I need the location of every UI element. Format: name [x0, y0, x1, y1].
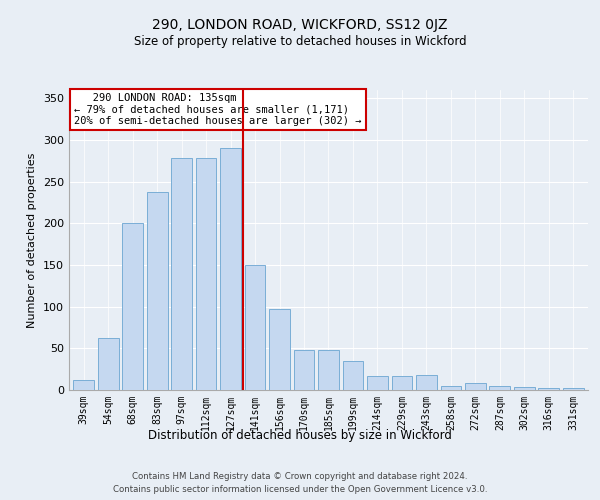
Bar: [73, 380, 94, 390]
Bar: [514, 386, 535, 390]
Bar: [392, 376, 412, 390]
Bar: [269, 309, 290, 390]
Bar: [490, 386, 510, 390]
Text: 290 LONDON ROAD: 135sqm
← 79% of detached houses are smaller (1,171)
20% of semi: 290 LONDON ROAD: 135sqm ← 79% of detache…: [74, 93, 362, 126]
Text: Contains HM Land Registry data © Crown copyright and database right 2024.
Contai: Contains HM Land Registry data © Crown c…: [113, 472, 487, 494]
Bar: [98, 338, 119, 390]
Bar: [416, 375, 437, 390]
Bar: [293, 350, 314, 390]
Bar: [563, 388, 584, 390]
Bar: [147, 192, 167, 390]
Bar: [367, 376, 388, 390]
Text: 290, LONDON ROAD, WICKFORD, SS12 0JZ: 290, LONDON ROAD, WICKFORD, SS12 0JZ: [152, 18, 448, 32]
Y-axis label: Number of detached properties: Number of detached properties: [28, 152, 37, 328]
Bar: [318, 350, 339, 390]
Bar: [122, 224, 143, 390]
Bar: [220, 148, 241, 390]
Text: Size of property relative to detached houses in Wickford: Size of property relative to detached ho…: [134, 35, 466, 48]
Bar: [343, 361, 364, 390]
Bar: [245, 265, 265, 390]
Bar: [465, 384, 486, 390]
Bar: [538, 388, 559, 390]
Bar: [171, 158, 192, 390]
Text: Distribution of detached houses by size in Wickford: Distribution of detached houses by size …: [148, 430, 452, 442]
Bar: [196, 158, 217, 390]
Bar: [440, 386, 461, 390]
